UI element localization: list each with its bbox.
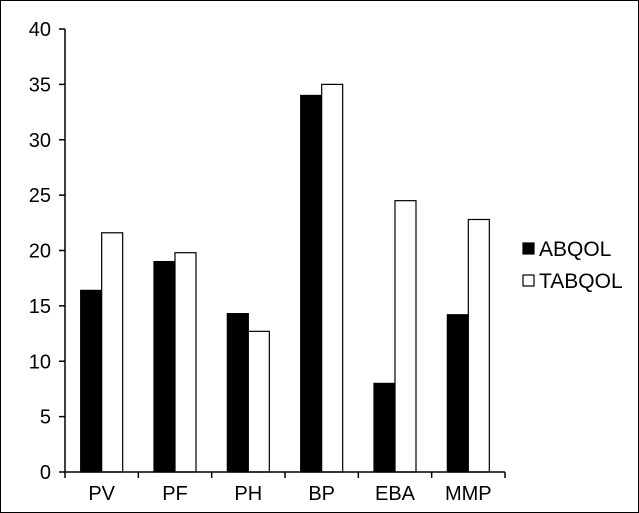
x-category-label: MMP (445, 483, 492, 505)
y-ticks-group: 0 5 10 15 20 25 30 35 40 (29, 19, 65, 484)
legend: ABQOL TABQOL (522, 238, 623, 293)
legend-label-tabqol: TABQOL (539, 270, 623, 293)
x-category-label: PF (162, 483, 188, 505)
y-tick-label: 0 (40, 462, 51, 484)
bar-tabqol-ph (247, 330, 270, 473)
y-tick-label: 35 (29, 74, 51, 96)
x-category-label: PV (88, 483, 115, 505)
bar-abqol-mmp (446, 314, 469, 473)
x-ticks-group: PV PF PH BP EBA MMP (64, 472, 506, 505)
y-tick-label: 10 (29, 351, 51, 373)
bar-tabqol-pf (174, 252, 197, 473)
bar-tabqol-bp (321, 83, 344, 473)
x-category-label: BP (308, 483, 335, 505)
legend-swatch-tabqol (522, 274, 535, 287)
y-tick-label: 5 (40, 407, 51, 429)
y-tick-label: 40 (29, 19, 51, 41)
bars-group (80, 83, 490, 473)
axes-group (64, 29, 505, 473)
y-tick-label: 30 (29, 130, 51, 152)
bar-tabqol-eba (394, 200, 417, 473)
bar-abqol-pv (80, 289, 103, 473)
bar-tabqol-pv (101, 232, 124, 473)
legend-swatch-abqol (522, 242, 535, 255)
bar-abqol-eba (373, 382, 396, 473)
legend-label-abqol: ABQOL (539, 238, 611, 261)
y-tick-label: 15 (29, 296, 51, 318)
x-category-label: EBA (375, 483, 416, 505)
bar-abqol-pf (153, 260, 176, 473)
bar-abqol-bp (300, 94, 323, 473)
y-tick-label: 25 (29, 185, 51, 207)
y-tick-label: 20 (29, 241, 51, 263)
bar-abqol-ph (226, 313, 249, 473)
bar-tabqol-mmp (467, 218, 490, 473)
x-category-label: PH (234, 483, 262, 505)
